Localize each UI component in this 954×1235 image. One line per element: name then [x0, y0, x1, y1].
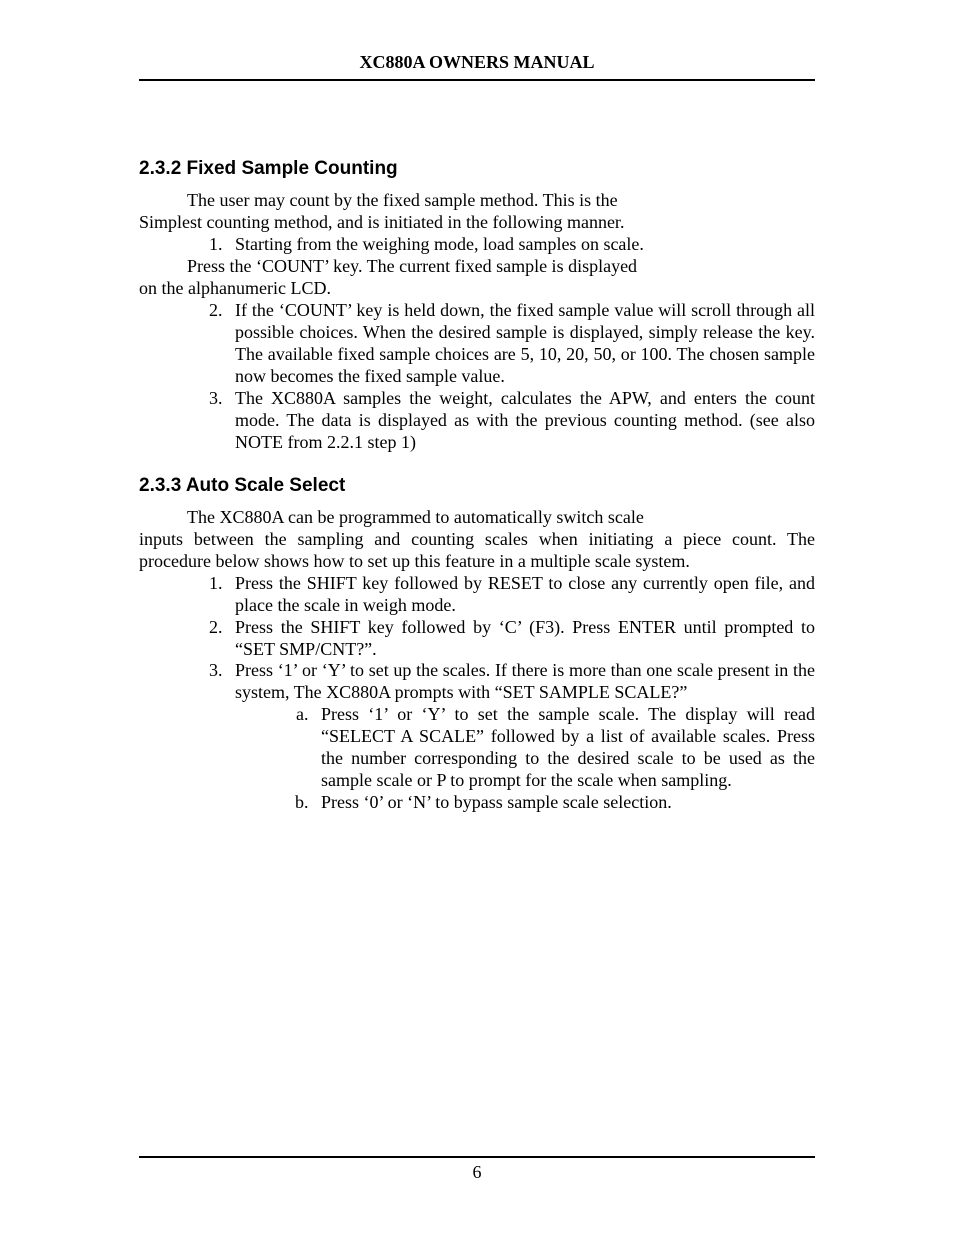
- section1-list: Starting from the weighing mode, load sa…: [139, 234, 815, 256]
- page-number: 6: [139, 1162, 815, 1183]
- section2-sub-a: Press ‘1’ or ‘Y’ to set the sample scale…: [313, 704, 815, 792]
- section2-list: Press the SHIFT key followed by RESET to…: [139, 573, 815, 814]
- section-heading-233: 2.3.3 Auto Scale Select: [139, 474, 815, 497]
- footer-rule: [139, 1156, 815, 1158]
- section2-item3: Press ‘1’ or ‘Y’ to set up the scales. I…: [227, 660, 815, 814]
- section-heading-232: 2.3.2 Fixed Sample Counting: [139, 157, 815, 180]
- section2-item2: Press the SHIFT key followed by ‘C’ (F3)…: [227, 617, 815, 661]
- section2-item1: Press the SHIFT key followed by RESET to…: [227, 573, 815, 617]
- section1-list-cont: If the ‘COUNT’ key is held down, the fix…: [139, 300, 815, 454]
- section1-post1-a: Press the ‘COUNT’ key. The current fixed…: [139, 256, 815, 278]
- header-title: XC880A OWNERS MANUAL: [139, 52, 815, 79]
- section2-item3-text: Press ‘1’ or ‘Y’ to set up the scales. I…: [235, 660, 815, 702]
- section2-intro-cont: inputs between the sampling and counting…: [139, 529, 815, 573]
- section1-item1: Starting from the weighing mode, load sa…: [227, 234, 815, 256]
- section1-post1-b: on the alphanumeric LCD.: [139, 278, 815, 300]
- section1-item2: If the ‘COUNT’ key is held down, the fix…: [227, 300, 815, 388]
- section1-intro-line2: Simplest counting method, and is initiat…: [139, 212, 815, 234]
- section2-sublist: Press ‘1’ or ‘Y’ to set the sample scale…: [235, 704, 815, 814]
- section1-item3: The XC880A samples the weight, calculate…: [227, 388, 815, 454]
- footer: 6: [139, 1156, 815, 1183]
- section1-intro-line1: The user may count by the fixed sample m…: [139, 190, 815, 212]
- body-content: 2.3.2 Fixed Sample Counting The user may…: [139, 81, 815, 814]
- section2-intro-line1: The XC880A can be programmed to automati…: [139, 507, 815, 529]
- page: XC880A OWNERS MANUAL 2.3.2 Fixed Sample …: [0, 0, 954, 1235]
- section2-sub-b: Press ‘0’ or ‘N’ to bypass sample scale …: [313, 792, 815, 814]
